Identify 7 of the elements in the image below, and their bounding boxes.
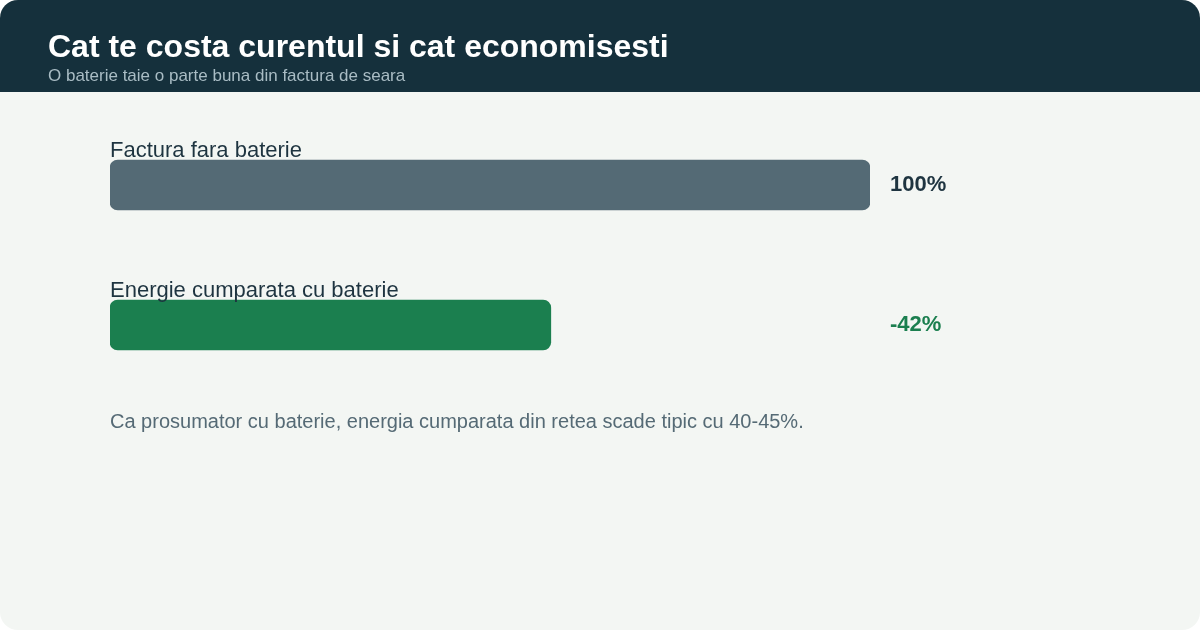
y-tick-label: Factura fara baterie — [110, 137, 302, 162]
annotation: Ca prosumator cu baterie, energia cumparata din retea scade tipic cu 40-45%. — [110, 410, 804, 433]
chart-title: Cat te costa curentul si cat economisesti — [48, 28, 669, 65]
chart-subtitle: O baterie taie o parte buna din factura de seara — [48, 66, 406, 86]
data-label: 100% — [890, 171, 947, 197]
y-tick-label: Energie cumparata cu baterie — [110, 277, 399, 302]
text: -42% — [890, 311, 942, 337]
